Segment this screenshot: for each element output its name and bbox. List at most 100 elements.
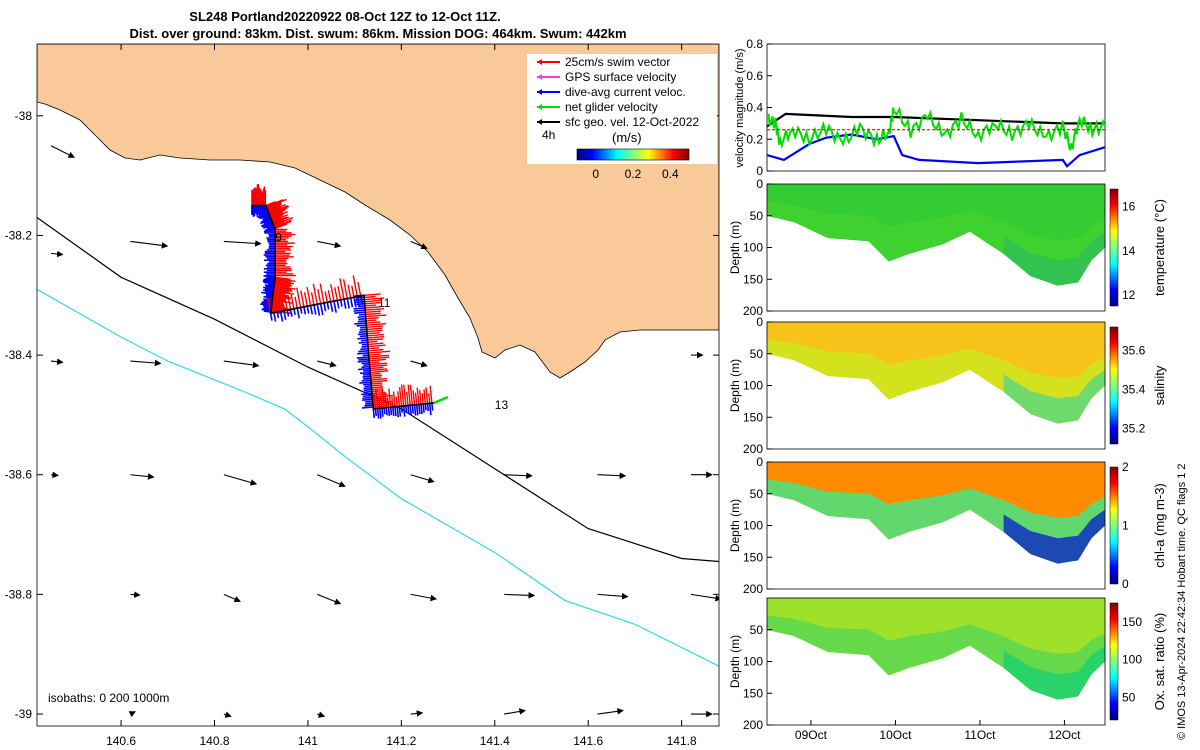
- swim-vector: [272, 297, 285, 301]
- dive-vector: [372, 408, 376, 418]
- swim-vector: [273, 216, 294, 226]
- swim-vector: [392, 391, 396, 407]
- swim-vector: [274, 279, 291, 283]
- dive-vector: [293, 308, 296, 315]
- swim-vector: [366, 322, 387, 326]
- section-ylabel: Depth (m): [728, 499, 742, 552]
- dive-vector: [361, 365, 370, 369]
- swim-vector: [369, 368, 388, 372]
- dive-vector: [279, 311, 284, 322]
- colorbar-tick-label: 0.2: [625, 167, 642, 181]
- swim-vector: [363, 293, 381, 296]
- section-colorbar-tick: 2: [1122, 460, 1129, 474]
- dive-vector: [309, 305, 314, 315]
- swim-vector: [421, 392, 424, 405]
- swim-vector: [365, 314, 387, 318]
- dive-vector: [361, 379, 371, 382]
- dive-vector: [358, 358, 370, 361]
- dive-vector: [411, 405, 414, 414]
- swim-vector: [364, 299, 381, 303]
- swim-vector: [364, 304, 376, 307]
- section-panel-3: 0 50 100 150 200 Depth (m) 35.2 35.4 35.6 salinit…: [728, 315, 1167, 456]
- swim-vector: [366, 332, 380, 335]
- swim-vector: [368, 347, 380, 350]
- legend-swatch-head: [537, 74, 542, 80]
- swim-vector: [407, 384, 411, 406]
- vel-y-tick-label: 0.6: [746, 69, 763, 83]
- dive-vector: [424, 403, 427, 411]
- dive-vector: [260, 209, 269, 215]
- swim-vector: [365, 312, 381, 316]
- dive-vector: [400, 406, 403, 413]
- section-colorbar-label: salinity: [1152, 365, 1167, 405]
- dive-vector: [356, 356, 369, 359]
- dive-vector: [264, 288, 274, 291]
- dive-vector: [261, 291, 274, 295]
- dive-vector: [289, 309, 293, 317]
- section-colorbar-label: temperature (°C): [1152, 199, 1167, 296]
- swim-vector: [365, 317, 379, 320]
- geo-velocity-arrow: [690, 593, 719, 602]
- swim-vector: [371, 388, 384, 391]
- swim-vector: [290, 294, 295, 309]
- swim-vector: [364, 295, 376, 299]
- geo-velocity-arrow: [130, 359, 162, 367]
- section-x-tick-label: 10Oct: [879, 728, 912, 742]
- dive-vector: [263, 289, 274, 293]
- y-tick-label: -38.4: [5, 348, 33, 362]
- dive-vector: [263, 220, 273, 225]
- swim-vector: [270, 212, 283, 219]
- copyright-note: © IMOS 13-Apr-2024 22:42:34 Hobart time.…: [1176, 463, 1188, 740]
- dive-vector: [266, 276, 276, 280]
- geo-velocity-arrow: [597, 472, 627, 479]
- swim-vector: [369, 358, 386, 362]
- dive-vector: [263, 278, 275, 282]
- section-colorbar-tick: 150: [1122, 615, 1142, 629]
- dive-vector: [263, 215, 271, 219]
- swim-vector: [274, 277, 296, 282]
- section-fill-deep: [1003, 231, 1105, 286]
- dive-vector: [405, 405, 408, 414]
- swim-vector: [371, 386, 384, 389]
- dive-vector: [426, 403, 430, 412]
- swim-vector: [272, 216, 288, 224]
- section-colorbar-label: Ox. sat. ratio (%): [1152, 613, 1167, 711]
- section-y-tick-label: 50: [750, 209, 764, 223]
- dive-vector: [296, 307, 300, 319]
- swim-vector: [334, 287, 338, 301]
- swim-vector: [351, 285, 355, 298]
- swim-vector: [265, 201, 276, 207]
- dive-vector: [356, 324, 367, 327]
- dive-vector: [363, 377, 371, 380]
- dive-vector: [407, 405, 410, 414]
- dive-vector: [260, 214, 270, 220]
- swim-vector: [364, 301, 382, 305]
- swim-vector: [372, 400, 393, 404]
- swim-vector: [342, 279, 348, 299]
- swim-vector: [409, 384, 414, 406]
- swim-vector: [274, 281, 292, 286]
- section-data: [767, 462, 1105, 564]
- swim-vector: [369, 361, 380, 364]
- geo-velocity-arrow: [50, 250, 64, 258]
- dive-vector: [263, 286, 274, 290]
- section-y-tick-label: 200: [743, 718, 763, 732]
- geo-velocity-arrow: [317, 711, 326, 718]
- dive-vector: [264, 277, 276, 281]
- geo-velocity-arrow: [317, 474, 346, 488]
- dive-vector: [359, 335, 368, 338]
- figure-title: SL248 Portland20220922 08-Oct 12Z to 12-…: [189, 9, 500, 24]
- dive-vector: [361, 345, 369, 348]
- dive-vector: [365, 400, 373, 403]
- section-y-tick-label: 150: [743, 550, 763, 564]
- swim-vector: [365, 310, 381, 314]
- geo-velocity-arrow: [130, 240, 169, 249]
- swim-vector: [277, 300, 282, 312]
- swim-vector: [367, 342, 384, 346]
- swim-vector: [287, 294, 292, 310]
- swim-vector: [273, 219, 292, 228]
- dive-vector: [358, 367, 370, 371]
- swim-vector: [370, 379, 388, 383]
